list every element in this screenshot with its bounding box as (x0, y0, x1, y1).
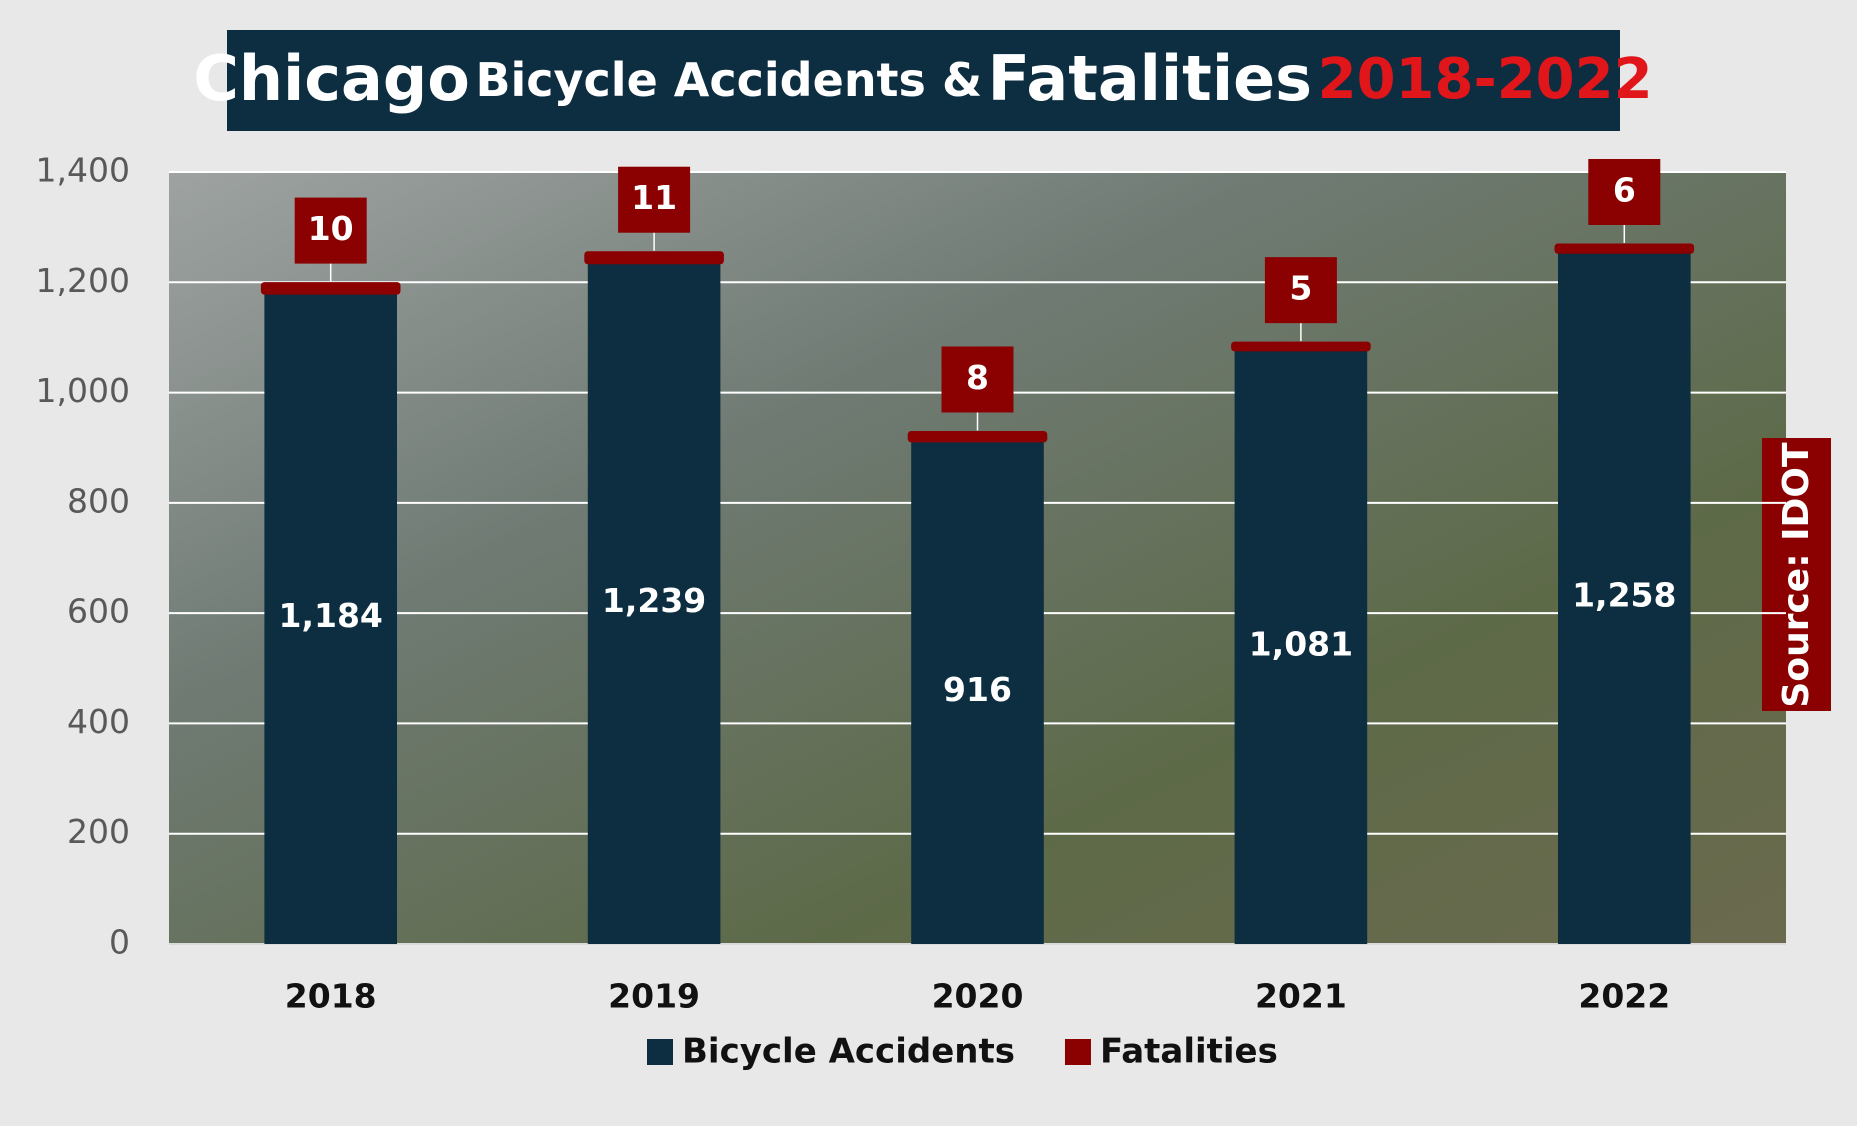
source-label: Source: IDOT (1776, 442, 1817, 708)
value-label: 1,184 (279, 596, 383, 635)
bar-cap (260, 282, 401, 295)
value-label: 11 (631, 178, 677, 217)
value-label: 8 (966, 358, 989, 397)
x-tick-label: 2019 (608, 977, 700, 1016)
value-label-box (618, 166, 691, 233)
value-label: 5 (1289, 269, 1312, 308)
title-part: Bicycle Accidents & (475, 53, 982, 107)
x-tick-label: 2021 (1255, 977, 1347, 1016)
x-tick-label: 2020 (932, 977, 1024, 1016)
value-label-box (1264, 257, 1337, 324)
bar-cap (907, 430, 1048, 443)
bar (911, 438, 1044, 944)
value-label-box (294, 197, 367, 264)
y-tick-label: 1,400 (36, 151, 130, 190)
y-tick-label: 0 (109, 923, 130, 962)
value-label: 1,081 (1249, 624, 1353, 663)
title-part: 2018-2022 (1318, 47, 1653, 112)
chart-title: Chicago Bicycle Accidents & Fatalities 2… (193, 42, 1652, 115)
x-tick-label: 2022 (1578, 977, 1670, 1016)
y-tick-label: 1,000 (36, 371, 130, 410)
x-tick-label: 2018 (285, 977, 377, 1016)
bar-cap (584, 251, 724, 265)
legend-swatch (647, 1039, 673, 1065)
value-label-box (941, 346, 1014, 413)
y-tick-label: 1,200 (36, 261, 130, 300)
value-label-box (1588, 158, 1661, 225)
legend-label: Bicycle Accidents (682, 1032, 1015, 1072)
title-part: Chicago (193, 42, 469, 115)
y-tick-label: 400 (67, 702, 130, 741)
y-tick-label: 800 (67, 481, 130, 520)
legend-swatch (1064, 1039, 1091, 1065)
value-label: 1,258 (1572, 576, 1676, 615)
bar-cap (1554, 243, 1695, 254)
value-label: 916 (943, 670, 1012, 709)
bar (264, 291, 397, 944)
value-label: 1,239 (602, 581, 706, 620)
value-label: 6 (1613, 170, 1636, 209)
bar (1234, 347, 1368, 944)
bar (1558, 250, 1691, 944)
source-box (1762, 438, 1831, 711)
title-part: Fatalities (988, 42, 1312, 115)
title-box (227, 30, 1620, 131)
bar (587, 260, 721, 944)
value-label: 10 (308, 209, 354, 248)
y-tick-label: 200 (67, 812, 130, 851)
legend-label: Fatalities (1100, 1032, 1278, 1072)
y-tick-label: 600 (67, 592, 130, 631)
bar-cap (1231, 341, 1371, 352)
